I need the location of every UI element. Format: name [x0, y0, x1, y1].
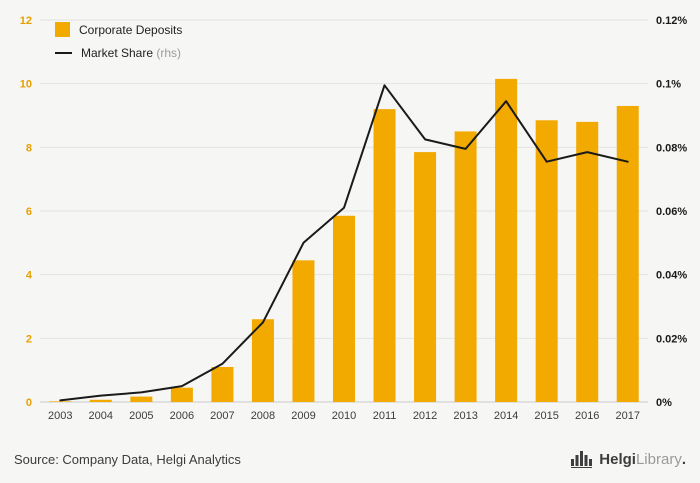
left-axis-tick: 12 [20, 15, 32, 27]
chart-legend: Corporate Deposits Market Share (rhs) [55, 22, 182, 60]
logo-text-library: Library [635, 450, 682, 468]
helgi-library-icon [571, 450, 593, 468]
bar-2013 [454, 131, 477, 402]
right-axis-tick: 0.08% [656, 142, 687, 154]
corporate-deposits-swatch [55, 22, 70, 37]
market-share-line [59, 84, 629, 402]
x-axis-label: 2012 [413, 410, 437, 422]
left-axis-tick: 8 [26, 142, 32, 154]
bar-2004 [89, 399, 112, 402]
bar-2017 [616, 105, 639, 402]
legend-item-corporate-deposits: Corporate Deposits [55, 22, 182, 37]
logo-text-dot: . [681, 450, 686, 468]
left-axis-tick: 6 [26, 206, 32, 218]
x-axis-label: 2014 [494, 410, 518, 422]
x-axis-label: 2017 [615, 410, 639, 422]
legend-item-market-share: Market Share (rhs) [55, 46, 182, 60]
right-axis-tick: 0.04% [656, 270, 687, 282]
plot-area: 0 0% 2 0.02% 4 0.04% 6 0.06% 8 0.08% 10 0.1% 12 0.12%… [20, 15, 688, 422]
x-axis-label: 2010 [332, 410, 356, 422]
legend-label-corporate-deposits: Corporate Deposits [79, 22, 183, 37]
bar-2008 [251, 319, 274, 402]
x-axis-label: 2004 [89, 410, 113, 422]
right-axis-tick: 0.12% [656, 15, 687, 27]
bar-2009 [292, 260, 315, 402]
market-share-rhs-suffix: (rhs) [156, 46, 182, 60]
x-axis-label: 2013 [453, 410, 477, 422]
x-axis-label: 2015 [534, 410, 558, 422]
left-axis-tick: 10 [20, 79, 32, 91]
bar-2006 [170, 387, 193, 402]
x-axis-label: 2011 [373, 410, 397, 422]
market-share-line-swatch [55, 52, 72, 54]
bar-2010 [333, 215, 355, 402]
bar-2016 [576, 121, 599, 402]
x-axis-label: 2006 [170, 410, 194, 422]
bar-2005 [130, 396, 153, 402]
logo-text: HelgiLibrary. [599, 451, 686, 468]
bar-2015 [535, 120, 558, 403]
bar-2014 [495, 78, 518, 403]
helgi-library-logo: HelgiLibrary. [571, 450, 686, 468]
source-text: Source: Company Data, Helgi Analytics [14, 451, 241, 467]
market-share-name: Market Share [81, 46, 154, 60]
right-axis-tick: 0% [656, 397, 672, 409]
bar-2011 [373, 109, 396, 402]
left-axis-tick: 2 [26, 333, 32, 345]
chart-footer: Source: Company Data, Helgi Analytics He… [0, 435, 700, 483]
x-axis-label: 2016 [575, 410, 599, 422]
bar-2012 [414, 152, 437, 402]
x-axis-label: 2005 [129, 410, 153, 422]
logo-text-helgi: Helgi [599, 450, 636, 468]
right-axis-tick: 0.1% [656, 79, 681, 91]
right-axis-tick: 0.02% [656, 333, 687, 345]
x-axis-label: 2008 [251, 410, 275, 422]
bar-2007 [211, 366, 234, 402]
x-axis-label: 2009 [291, 410, 315, 422]
right-axis-tick: 0.06% [656, 206, 687, 218]
left-axis-tick: 4 [26, 270, 33, 282]
x-axis-label: 2003 [48, 410, 72, 422]
legend-label-market-share: Market Share (rhs) [81, 46, 181, 60]
x-axis-label: 2007 [210, 410, 234, 422]
chart-svg: 0 0% 2 0.02% 4 0.04% 6 0.06% 8 0.08% 10 0.1% 12 0.12%… [20, 15, 688, 422]
left-axis-tick: 0 [26, 397, 32, 409]
bar-2003 [49, 401, 72, 402]
